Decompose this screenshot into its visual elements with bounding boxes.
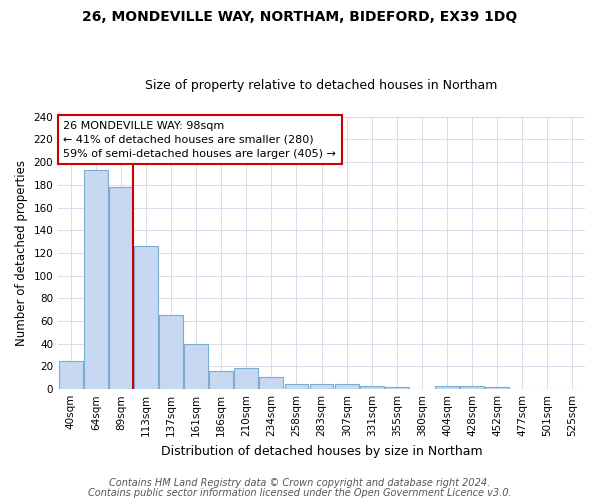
Bar xyxy=(184,344,208,389)
Title: Size of property relative to detached houses in Northam: Size of property relative to detached ho… xyxy=(145,79,498,92)
Bar xyxy=(134,246,158,389)
Text: 26 MONDEVILLE WAY: 98sqm
← 41% of detached houses are smaller (280)
59% of semi-: 26 MONDEVILLE WAY: 98sqm ← 41% of detach… xyxy=(64,121,337,159)
Bar xyxy=(235,368,258,389)
Bar xyxy=(109,187,133,389)
Bar xyxy=(59,361,83,389)
Bar xyxy=(360,386,383,389)
Bar xyxy=(435,386,459,389)
Bar xyxy=(159,316,183,389)
Bar xyxy=(460,386,484,389)
X-axis label: Distribution of detached houses by size in Northam: Distribution of detached houses by size … xyxy=(161,444,482,458)
Text: Contains HM Land Registry data © Crown copyright and database right 2024.: Contains HM Land Registry data © Crown c… xyxy=(109,478,491,488)
Bar xyxy=(335,384,359,389)
Text: Contains public sector information licensed under the Open Government Licence v3: Contains public sector information licen… xyxy=(88,488,512,498)
Y-axis label: Number of detached properties: Number of detached properties xyxy=(15,160,28,346)
Bar xyxy=(209,371,233,389)
Bar xyxy=(284,384,308,389)
Bar xyxy=(385,387,409,389)
Bar xyxy=(310,384,334,389)
Bar xyxy=(259,376,283,389)
Text: 26, MONDEVILLE WAY, NORTHAM, BIDEFORD, EX39 1DQ: 26, MONDEVILLE WAY, NORTHAM, BIDEFORD, E… xyxy=(82,10,518,24)
Bar xyxy=(485,387,509,389)
Bar xyxy=(84,170,108,389)
